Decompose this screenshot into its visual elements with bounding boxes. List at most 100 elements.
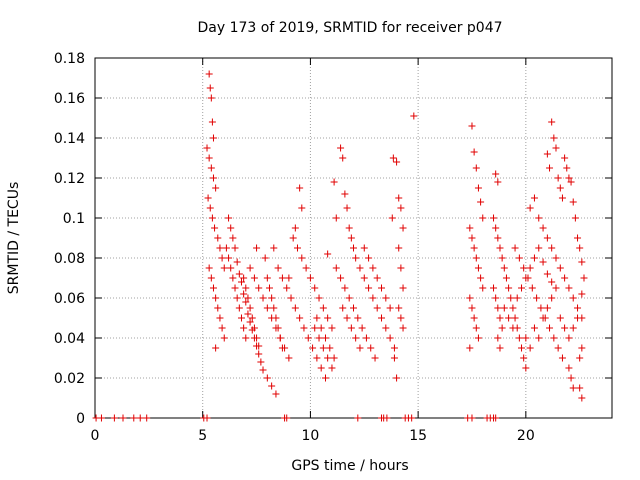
data-point	[345, 224, 353, 232]
data-point	[207, 274, 215, 282]
data-point	[526, 204, 534, 212]
data-point	[289, 234, 297, 242]
data-point	[328, 364, 336, 372]
zero-data-point	[354, 414, 362, 422]
data-point	[388, 214, 396, 222]
data-point	[240, 290, 248, 298]
zero-data-point	[130, 414, 138, 422]
y-tick-label: 0	[76, 411, 85, 427]
data-point	[558, 354, 566, 362]
data-point	[515, 334, 523, 342]
data-point	[466, 344, 474, 352]
data-point	[272, 314, 280, 322]
data-point	[255, 284, 263, 292]
data-point	[468, 304, 476, 312]
data-point	[216, 314, 224, 322]
y-tick-label: 0.12	[54, 171, 85, 187]
data-point	[390, 344, 398, 352]
y-tick-label: 0.14	[54, 131, 85, 147]
data-point	[250, 324, 258, 332]
data-point	[225, 254, 233, 262]
data-point	[520, 264, 528, 272]
data-point	[253, 334, 261, 342]
data-point	[207, 164, 215, 172]
data-point	[494, 178, 502, 186]
data-point	[518, 344, 526, 352]
data-point	[552, 144, 560, 152]
data-point	[250, 274, 258, 282]
data-point	[330, 178, 338, 186]
data-point	[468, 122, 476, 130]
data-point	[580, 274, 588, 282]
data-point	[208, 214, 216, 222]
data-point	[203, 144, 211, 152]
data-point	[395, 194, 403, 202]
zero-marks	[92, 414, 500, 422]
x-tick-label: 0	[91, 428, 100, 444]
data-point	[360, 274, 368, 282]
data-point	[474, 264, 482, 272]
data-point	[216, 244, 224, 252]
data-point	[255, 342, 263, 350]
data-point	[253, 244, 261, 252]
data-point	[574, 234, 582, 242]
data-point	[539, 224, 547, 232]
data-point	[324, 354, 332, 362]
data-point	[509, 324, 517, 332]
data-point	[369, 294, 377, 302]
data-point	[565, 334, 573, 342]
data-point	[397, 204, 405, 212]
y-tick-label: 0.16	[54, 91, 85, 107]
data-point	[526, 264, 534, 272]
data-point	[556, 264, 564, 272]
data-point	[237, 278, 245, 286]
data-point	[386, 304, 394, 312]
data-point	[556, 184, 564, 192]
data-point	[552, 284, 560, 292]
data-point	[367, 344, 375, 352]
data-point	[220, 264, 228, 272]
data-point	[561, 324, 569, 332]
data-point	[246, 318, 254, 326]
zero-data-point	[136, 414, 144, 422]
data-point	[539, 258, 547, 266]
data-point	[345, 294, 353, 302]
data-point	[498, 254, 506, 262]
data-point	[546, 164, 554, 172]
data-point	[576, 244, 584, 252]
data-point	[255, 350, 263, 358]
data-point	[528, 284, 536, 292]
data-point	[507, 294, 515, 302]
zero-data-point	[492, 414, 500, 422]
data-point	[246, 264, 254, 272]
data-point	[371, 354, 379, 362]
data-point	[291, 304, 299, 312]
zero-data-point	[383, 414, 391, 422]
data-point	[302, 264, 310, 272]
data-point	[389, 154, 397, 162]
data-point	[569, 324, 577, 332]
data-point	[466, 224, 474, 232]
data-point	[365, 284, 373, 292]
data-point	[291, 224, 299, 232]
data-point	[479, 284, 487, 292]
data-point	[263, 304, 271, 312]
data-point	[565, 174, 573, 182]
data-point	[554, 344, 562, 352]
data-point	[324, 314, 332, 322]
data-point	[206, 204, 214, 212]
data-point	[509, 304, 517, 312]
data-point	[378, 314, 386, 322]
data-point	[561, 274, 569, 282]
data-point	[317, 324, 325, 332]
x-tick-label: 10	[302, 428, 320, 444]
data-point	[341, 190, 349, 198]
data-point	[218, 254, 226, 262]
data-point	[563, 164, 571, 172]
x-axis-title: GPS time / hours	[291, 458, 408, 474]
data-point	[246, 304, 254, 312]
data-point	[285, 354, 293, 362]
data-point	[270, 304, 278, 312]
data-point	[229, 234, 237, 242]
data-point	[313, 354, 321, 362]
